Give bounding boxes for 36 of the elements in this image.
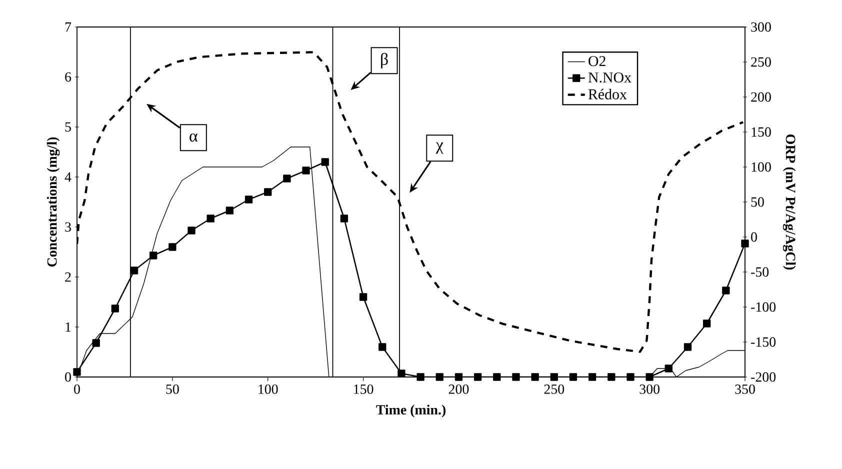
y2-tick-label: 0 [751,232,757,242]
y2-tick-label: 100 [752,162,771,172]
x-axis-title: Time (min.) [376,404,446,418]
y-tick-label: 6 [65,72,72,82]
legend-label: O2 [588,56,606,66]
annotation: α [190,134,198,142]
y-tick-label: 3 [65,222,71,232]
y2-tick-label: 200 [751,92,771,102]
y-tick-label: 0 [65,372,71,382]
y-tick-label: 1 [66,322,71,332]
y2-tick-label: 50 [751,197,764,207]
x-tick-label: 50 [166,384,179,394]
y-tick-label: 7 [65,22,72,32]
y-axis-title: Concentrations (mg/l) [46,137,60,267]
x-tick-label: 0 [74,384,80,394]
y-tick-label: 5 [65,122,71,132]
y2-axis-title: ORP (mV Pt/Ag/AgCl) [782,134,796,270]
x-tick-label: 250 [544,384,564,394]
x-tick-label: 150 [354,384,374,394]
y2-tick-label: -100 [751,302,776,312]
y2-tick-label: -150 [751,337,776,347]
x-tick-label: 100 [258,384,278,394]
annotation: β [381,52,388,68]
y-tick-label: 4 [64,172,72,182]
annotation: χ [436,142,444,154]
x-tick-label: 200 [448,384,469,394]
legend-label: Rédox [588,88,627,100]
y2-tick-label: 250 [751,57,771,67]
x-tick-label: 350 [735,384,755,394]
legend-label: N.NOx [588,72,632,83]
y2-tick-label: -50 [751,267,769,277]
y-tick-label: 2 [65,272,71,282]
y2-tick-label: 300 [751,22,771,32]
y2-tick-label: -200 [751,372,776,382]
y2-tick-label: 150 [752,127,771,137]
x-tick-label: 300 [640,384,660,394]
